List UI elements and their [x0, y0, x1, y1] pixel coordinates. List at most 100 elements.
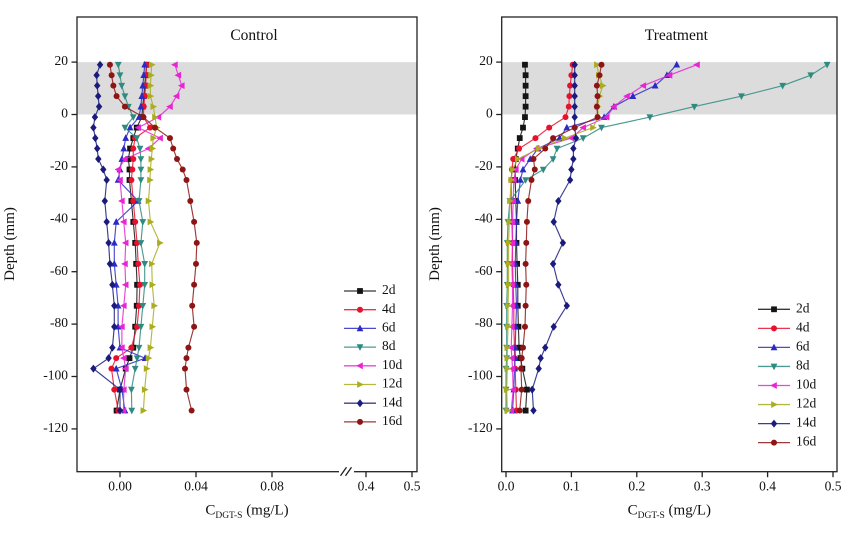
triangle-up-marker: [516, 176, 524, 183]
legend: 2d 4d 6d 8d 10d 12d 14d 16d: [758, 300, 817, 449]
triangle-down-marker: [823, 61, 831, 69]
legend-label: 14d: [796, 415, 817, 430]
circle-marker: [191, 281, 198, 288]
circle-marker: [129, 166, 136, 173]
triangle-right-marker: [508, 176, 516, 184]
circle-marker: [571, 124, 578, 131]
circle-marker: [523, 239, 530, 246]
triangle-up-marker: [112, 218, 120, 225]
triangle-down-marker: [779, 82, 787, 90]
legend-label: 16d: [796, 434, 817, 449]
diamond-marker: [550, 322, 557, 331]
diamond-marker: [93, 71, 100, 80]
circle-marker: [193, 260, 199, 267]
x-axis-title: CDGT-S (mg/L): [628, 503, 711, 522]
diamond-marker: [109, 280, 116, 289]
circle-marker: [594, 93, 601, 100]
x-tick-label: 0.0: [498, 479, 515, 494]
y-tick-label: -120: [468, 420, 493, 435]
triangle-right-marker: [535, 145, 543, 152]
triangle-up-marker: [112, 364, 120, 372]
x-tick-label: 0.2: [628, 479, 645, 494]
diamond-marker: [555, 280, 562, 289]
triangle-right-marker: [506, 218, 514, 226]
diamond-marker: [103, 217, 110, 226]
x-tick-label: 0.1: [563, 479, 580, 494]
diamond-marker: [530, 406, 537, 415]
triangle-right-marker: [505, 260, 513, 268]
triangle-left-marker: [579, 124, 586, 131]
circle-marker: [596, 72, 603, 79]
series-12d: [140, 61, 164, 414]
triangle-down-marker: [137, 156, 145, 163]
circle-marker: [528, 177, 535, 183]
diamond-marker: [571, 102, 578, 111]
triangle-right-marker: [507, 197, 514, 205]
diamond-marker: [570, 144, 577, 153]
circle-marker: [518, 386, 525, 393]
legend-label: 4d: [796, 319, 810, 334]
square-marker: [516, 344, 522, 351]
triangle-left-marker: [121, 365, 129, 373]
x-tick-label: 0.5: [404, 479, 421, 494]
triangle-left-marker: [508, 302, 516, 310]
square-marker: [771, 306, 777, 313]
panel-title: Control: [230, 27, 277, 44]
y-tick-label: 0: [486, 106, 493, 121]
triangle-down-marker: [135, 344, 143, 352]
plot-box: [501, 16, 838, 473]
triangle-down-marker: [116, 72, 124, 79]
diamond-marker: [571, 113, 578, 122]
y-tick-label: -60: [50, 263, 68, 278]
triangle-up-marker: [110, 260, 118, 267]
triangle-down-marker: [129, 114, 137, 121]
y-tick-label: -60: [475, 263, 493, 278]
triangle-left-marker: [356, 362, 363, 370]
y-tick-label: -80: [50, 315, 68, 330]
legend-label: 6d: [796, 338, 810, 353]
square-marker: [514, 281, 521, 288]
triangle-down-marker: [690, 103, 698, 111]
triangle-up-marker: [141, 60, 149, 68]
triangle-right-marker: [141, 386, 149, 393]
circle-marker: [110, 82, 117, 89]
triangle-up-marker: [629, 92, 637, 99]
circle-marker: [147, 124, 154, 131]
triangle-down-marker: [356, 344, 364, 351]
triangle-right-marker: [504, 354, 512, 362]
diamond-marker: [537, 354, 544, 363]
triangle-left-marker: [623, 92, 630, 100]
circle-marker: [598, 61, 605, 68]
square-marker: [522, 72, 529, 79]
triangle-up-marker: [770, 343, 778, 351]
diamond-marker: [555, 196, 562, 205]
x-tick-label: 0.08: [260, 479, 284, 494]
x-tick-label: 0.00: [108, 479, 132, 494]
diamond-marker: [94, 81, 101, 90]
square-marker: [522, 407, 529, 414]
legend-item-8d: 8d: [344, 338, 396, 353]
legend-item-14d: 14d: [758, 415, 817, 430]
square-marker: [522, 82, 529, 89]
triangle-right-marker: [357, 381, 364, 388]
circle-marker: [121, 103, 128, 110]
y-tick-label: -20: [50, 158, 68, 173]
triangle-down-marker: [770, 363, 778, 371]
circle-marker: [357, 306, 363, 313]
triangle-left-marker: [116, 176, 123, 184]
square-marker: [125, 156, 132, 162]
triangle-right-marker: [145, 197, 153, 205]
circle-marker: [516, 407, 523, 414]
triangle-right-marker: [145, 354, 153, 362]
x-tick-label: 0.4: [358, 479, 375, 494]
diamond-marker: [356, 399, 364, 408]
diamond-marker: [570, 155, 577, 164]
triangle-down-marker: [121, 93, 129, 100]
circle-marker: [546, 124, 553, 131]
triangle-right-marker: [562, 134, 569, 142]
triangle-down-marker: [553, 145, 561, 153]
legend-item-10d: 10d: [758, 377, 817, 392]
plot-box: [76, 16, 418, 473]
triangle-right-marker: [505, 323, 512, 331]
